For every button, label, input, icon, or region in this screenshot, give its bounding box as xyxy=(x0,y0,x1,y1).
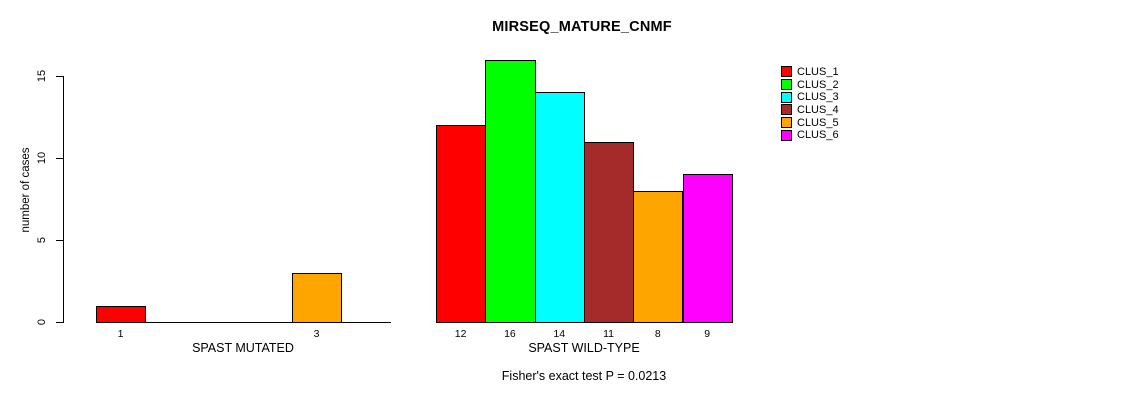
bar-value-label-spast-wild-type-clus-2: 16 xyxy=(504,328,516,340)
x-axis-line-spast-wild-type xyxy=(436,322,733,323)
legend-item-clus-3: CLUS_3 xyxy=(781,91,839,103)
y-axis-line xyxy=(63,76,64,323)
bar-spast-wild-type-clus-4 xyxy=(583,141,635,323)
bar-spast-mutated-clus-5 xyxy=(292,272,342,323)
legend-swatch-clus-1 xyxy=(781,66,792,78)
x-group-label-spast-wild-type: SPAST WILD-TYPE xyxy=(528,341,640,355)
bar-value-label-spast-wild-type-clus-6: 9 xyxy=(704,328,711,340)
bar-value-label-spast-wild-type-clus-3: 14 xyxy=(553,328,566,340)
y-axis-tick xyxy=(56,76,63,77)
bar-value-label-spast-wild-type-clus-4: 11 xyxy=(603,328,614,340)
y-axis-tick xyxy=(56,240,63,241)
legend-label-clus-4: CLUS_4 xyxy=(797,103,839,116)
x-group-label-spast-mutated: SPAST MUTATED xyxy=(192,341,294,355)
legend-label-clus-3: CLUS_3 xyxy=(797,91,839,104)
bar-spast-wild-type-clus-2 xyxy=(485,59,536,323)
bar-spast-wild-type-clus-6 xyxy=(682,174,733,323)
bar-spast-wild-type-clus-1 xyxy=(436,125,487,323)
y-axis-tick xyxy=(56,322,63,323)
bar-value-label-spast-mutated-clus-5: 3 xyxy=(313,328,320,340)
bar-value-label-spast-mutated-clus-1: 1 xyxy=(117,328,124,340)
legend-label-clus-5: CLUS_5 xyxy=(797,116,839,129)
legend-label-clus-6: CLUS_6 xyxy=(797,129,839,142)
legend-swatch-clus-4 xyxy=(781,104,792,116)
y-tick-label-15: 15 xyxy=(36,69,48,83)
bar-spast-mutated-clus-1 xyxy=(96,305,146,323)
y-tick-label-10: 10 xyxy=(36,151,48,165)
legend-item-clus-1: CLUS_1 xyxy=(781,66,839,78)
legend-swatch-clus-6 xyxy=(781,129,792,141)
bar-spast-wild-type-clus-3 xyxy=(534,92,585,323)
x-axis-line-spast-mutated xyxy=(96,322,391,323)
chart-title: MIRSEQ_MATURE_CNMF xyxy=(492,19,672,35)
legend-item-clus-6: CLUS_6 xyxy=(781,129,839,141)
y-axis-tick xyxy=(56,158,63,159)
legend-label-clus-2: CLUS_2 xyxy=(797,78,839,91)
y-tick-label-5: 5 xyxy=(36,236,48,244)
legend-swatch-clus-3 xyxy=(781,91,792,103)
bar-value-label-spast-wild-type-clus-5: 8 xyxy=(654,328,661,340)
y-axis-title: number of cases xyxy=(20,147,32,233)
legend-item-clus-2: CLUS_2 xyxy=(781,79,839,91)
fisher-exact-test-annotation: Fisher's exact test P = 0.0213 xyxy=(501,369,667,383)
bar-value-label-spast-wild-type-clus-1: 12 xyxy=(454,328,467,340)
legend-label-clus-1: CLUS_1 xyxy=(797,65,839,78)
legend-swatch-clus-5 xyxy=(781,117,792,129)
legend-item-clus-4: CLUS_4 xyxy=(781,104,839,116)
bar-spast-wild-type-clus-5 xyxy=(633,190,684,323)
legend-item-clus-5: CLUS_5 xyxy=(781,117,839,129)
legend-swatch-clus-2 xyxy=(781,79,792,90)
y-tick-label-0: 0 xyxy=(36,318,48,326)
